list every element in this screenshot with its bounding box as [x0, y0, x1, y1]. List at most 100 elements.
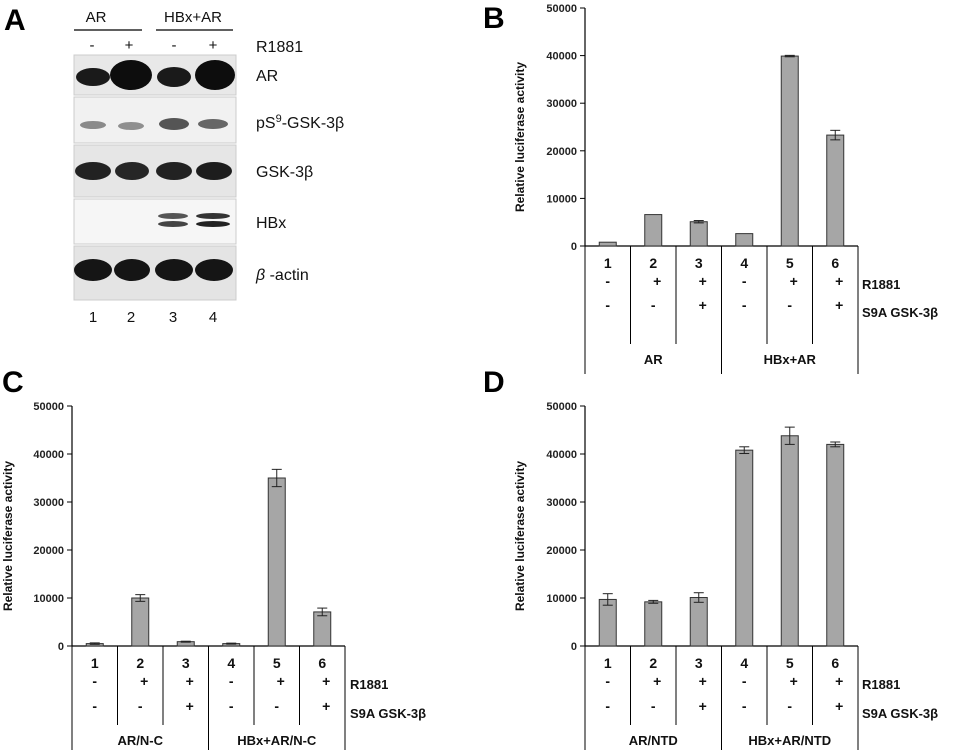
- y-axis-label-b: Relative luciferase activity: [513, 62, 527, 212]
- band-actin-lane-3: [155, 259, 193, 281]
- band-label-ps9-gsk: pS9-GSK-3β: [256, 113, 344, 132]
- bar-b-5: [780, 55, 799, 247]
- y-tick-label-b-1: 10000: [546, 193, 577, 205]
- row-sign-c-0-1: -: [92, 673, 97, 689]
- row-sign-b-0-1: -: [605, 273, 610, 289]
- category-label-b-3: 3: [695, 255, 703, 271]
- y-tick-label-c-4: 40000: [33, 449, 64, 461]
- bar-b-1: [598, 241, 617, 247]
- row-sign-c-1-2: -: [138, 698, 143, 714]
- y-tick-label-d-2: 20000: [546, 545, 577, 557]
- blot-treatment-lane-1: -: [90, 37, 95, 54]
- row-label-c-1: S9A GSK-3β: [350, 706, 426, 721]
- category-label-d-4: 4: [740, 655, 748, 671]
- bar-d-6: [826, 443, 845, 647]
- band-gsk-lane-2: [115, 162, 149, 180]
- row-label-c-0: R1881: [350, 677, 388, 692]
- row-sign-d-1-6: +: [835, 698, 843, 714]
- blot-treatment-lane-3: -: [172, 37, 177, 54]
- y-tick-label-b-0: 0: [571, 241, 577, 253]
- row-sign-c-0-3: +: [186, 673, 194, 689]
- bar-d-2: [644, 601, 663, 647]
- row-sign-b-0-5: +: [790, 273, 798, 289]
- row-sign-c-1-3: +: [186, 698, 194, 714]
- row-label-b-0: R1881: [862, 277, 900, 292]
- band-actin-lane-2: [114, 259, 150, 281]
- band-hbx-lane-3a: [158, 213, 188, 219]
- group-label-c-0: AR/N-C: [118, 733, 164, 748]
- bar-b-2: [644, 214, 663, 247]
- y-axis-label-c: Relative luciferase activity: [1, 461, 15, 611]
- blot-lane-number-4: 4: [209, 309, 217, 326]
- panel-label-d: D: [483, 366, 505, 399]
- band-hbx-lane-3b: [158, 221, 188, 227]
- bar-d-1: [598, 598, 617, 647]
- group-label-b-0: AR: [644, 352, 663, 367]
- bar-c-2: [131, 597, 150, 647]
- bar-chart-c: 0 10000 20000 30000 40000 50000 Relative lucif…: [1, 401, 426, 750]
- bar-d-3: [689, 597, 708, 647]
- y-tick-label-b-5: 50000: [546, 3, 577, 15]
- row-sign-d-0-5: +: [790, 673, 798, 689]
- group-label-c-1: HBx+AR/N-C: [237, 733, 317, 748]
- row-sign-c-1-6: +: [322, 698, 330, 714]
- category-label-c-1: 1: [91, 655, 99, 671]
- panel-label-c: C: [2, 366, 24, 399]
- y-tick-label-c-0: 0: [58, 641, 64, 653]
- category-label-b-4: 4: [740, 255, 748, 271]
- category-label-c-6: 6: [318, 655, 326, 671]
- bar-chart-d: 0 10000 20000 30000 40000 50000 Relative lucif…: [513, 401, 938, 750]
- band-label-gsk: GSK-3β: [256, 164, 313, 181]
- row-sign-b-1-2: -: [651, 297, 656, 313]
- band-gsk-lane-4: [196, 162, 232, 180]
- band-label-ps9-suffix: -GSK-3β: [282, 115, 345, 132]
- panel-label-a: A: [4, 4, 26, 37]
- blot-lane-number-2: 2: [127, 309, 135, 326]
- category-label-d-3: 3: [695, 655, 703, 671]
- row-sign-c-0-5: +: [277, 673, 285, 689]
- band-hbx-lane-4a: [196, 213, 230, 219]
- row-sign-d-1-2: -: [651, 698, 656, 714]
- y-tick-label-d-1: 10000: [546, 593, 577, 605]
- western-blot: AR HBx+AR - + - + R1881: [73, 9, 344, 326]
- band-label-ps9-prefix: pS: [256, 115, 276, 132]
- band-gsk-lane-1: [75, 162, 111, 180]
- row-sign-b-0-2: +: [653, 273, 661, 289]
- y-axis-label-d: Relative luciferase activity: [513, 461, 527, 611]
- band-label-actin-suffix: -actin: [265, 267, 309, 284]
- y-tick-label-d-4: 40000: [546, 449, 577, 461]
- y-tick-label-c-5: 50000: [33, 401, 64, 413]
- category-label-b-2: 2: [649, 255, 657, 271]
- row-sign-c-1-5: -: [274, 698, 279, 714]
- y-tick-label-d-0: 0: [571, 641, 577, 653]
- row-sign-d-0-3: +: [699, 673, 707, 689]
- row-sign-d-1-3: +: [699, 698, 707, 714]
- blot-treatment-lane-4: +: [209, 37, 218, 54]
- category-label-b-1: 1: [604, 255, 612, 271]
- band-label-hbx: HBx: [256, 215, 286, 232]
- y-tick-label-d-3: 30000: [546, 497, 577, 509]
- band-ar-lane-3: [157, 67, 191, 87]
- band-label-ar: AR: [256, 68, 278, 85]
- row-sign-d-1-1: -: [605, 698, 610, 714]
- group-label-d-0: AR/NTD: [629, 733, 678, 748]
- band-ar-lane-2: [110, 60, 152, 90]
- category-label-d-2: 2: [649, 655, 657, 671]
- row-sign-b-1-4: -: [742, 297, 747, 313]
- row-label-d-1: S9A GSK-3β: [862, 706, 938, 721]
- bar-c-6: [313, 611, 332, 647]
- category-label-d-6: 6: [831, 655, 839, 671]
- row-sign-c-0-6: +: [322, 673, 330, 689]
- row-label-d-0: R1881: [862, 677, 900, 692]
- y-tick-label-c-2: 20000: [33, 545, 64, 557]
- blot-treatment-lane-2: +: [125, 37, 134, 54]
- row-sign-d-1-5: -: [787, 698, 792, 714]
- category-label-c-2: 2: [136, 655, 144, 671]
- y-tick-label-b-4: 40000: [546, 51, 577, 63]
- band-label-actin-beta: β: [255, 267, 265, 284]
- category-label-c-5: 5: [273, 655, 281, 671]
- band-ps9-lane-3: [159, 118, 189, 130]
- blot-group-label-ar: AR: [86, 9, 107, 26]
- band-ps9-lane-1: [80, 121, 106, 129]
